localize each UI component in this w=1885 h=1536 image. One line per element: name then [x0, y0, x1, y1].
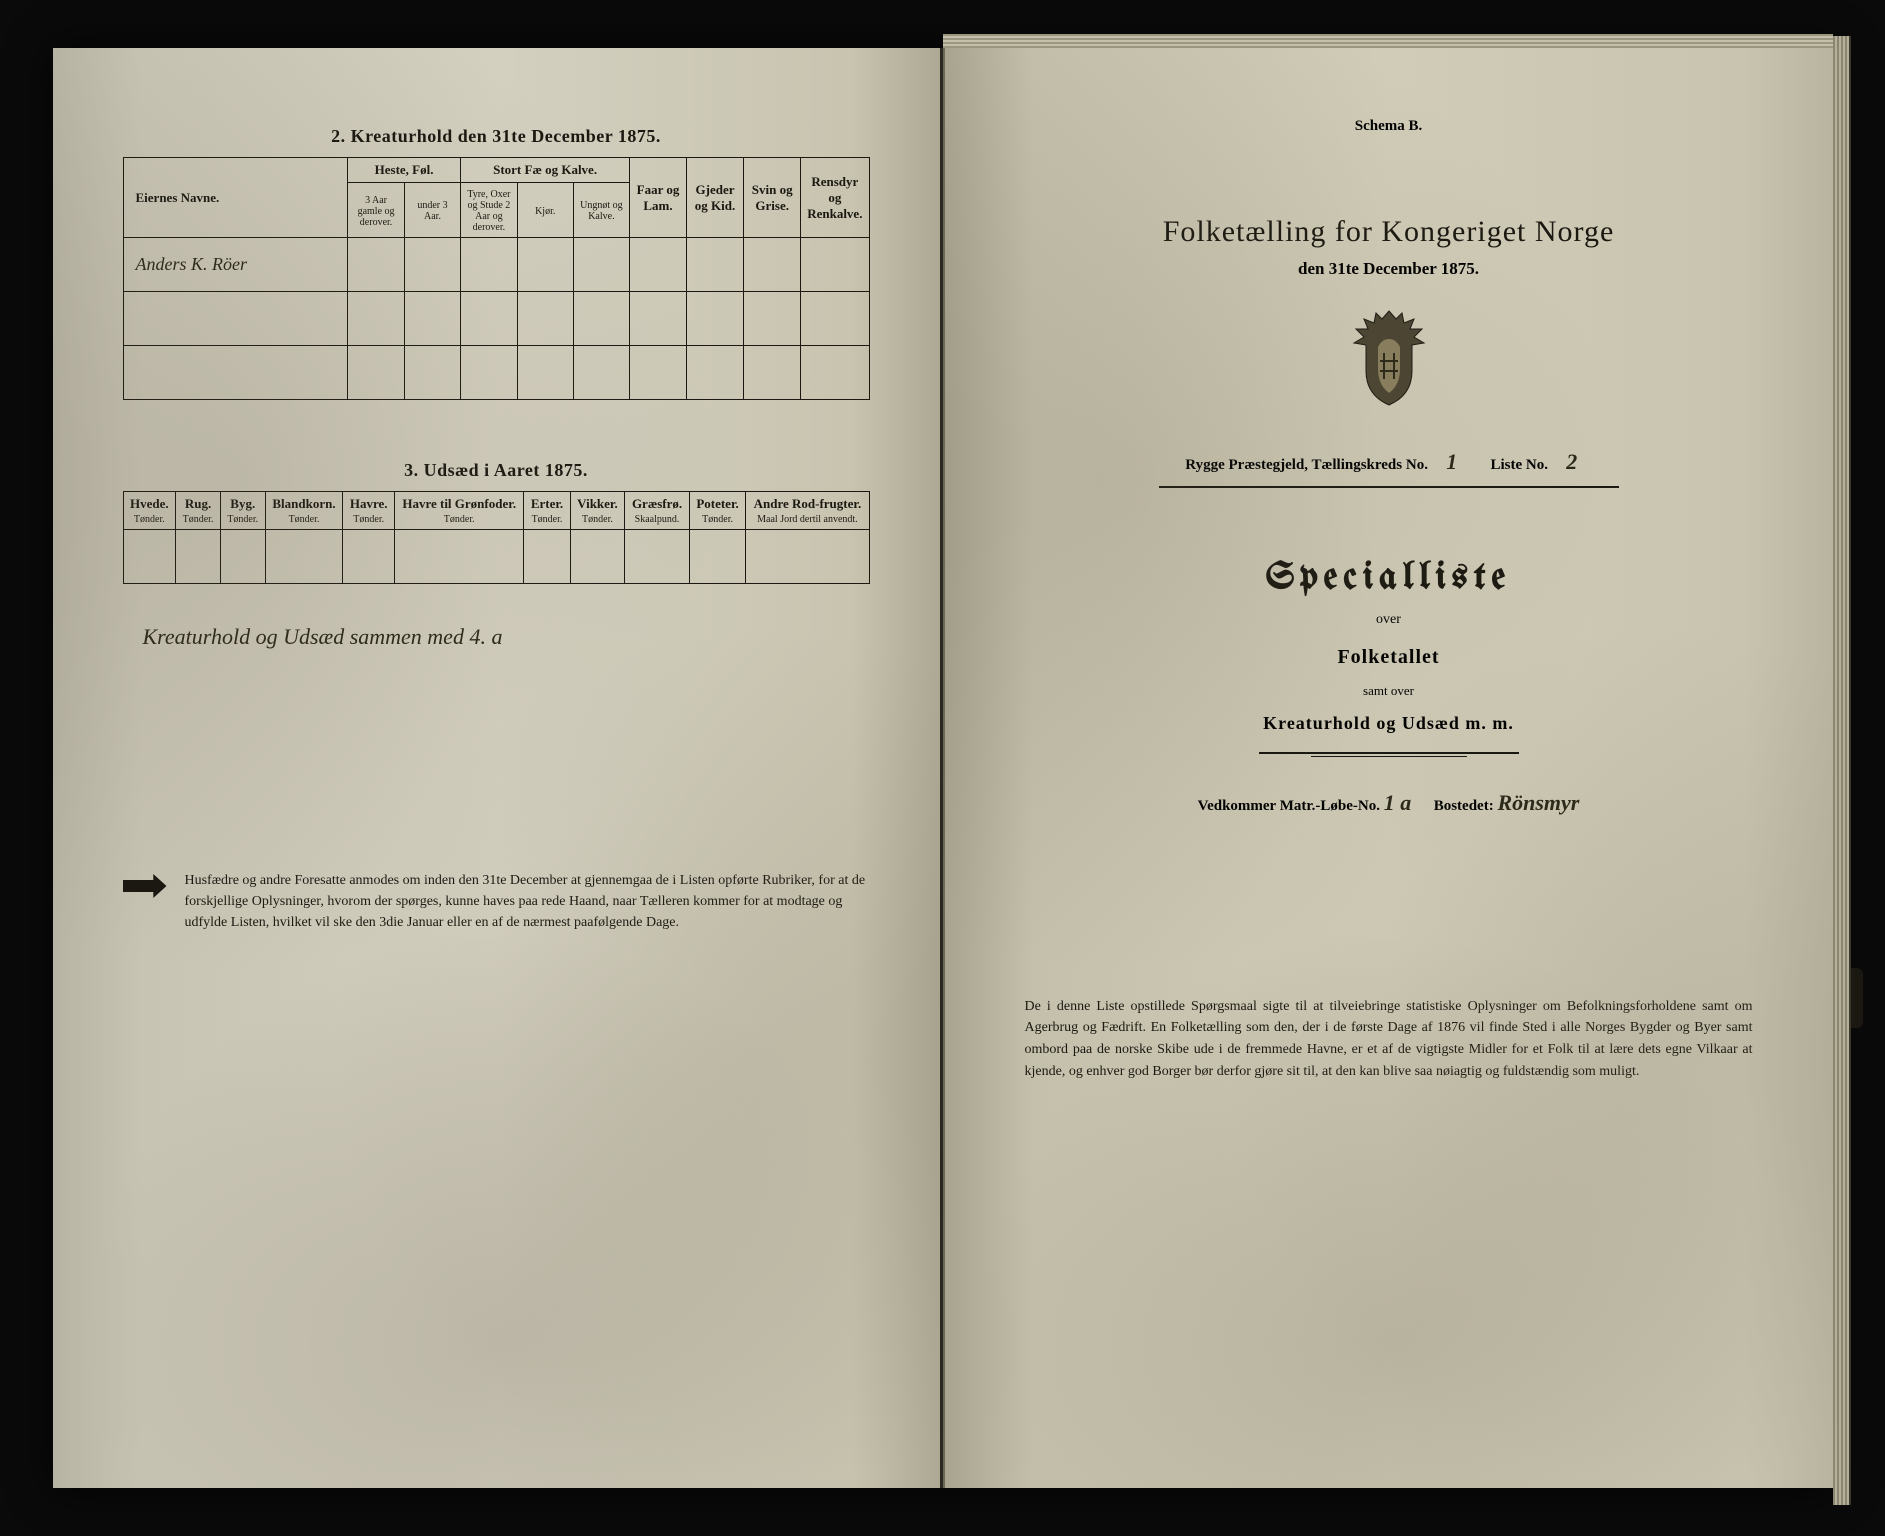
seed-cell [265, 530, 343, 584]
col-ungnot: Ungnøt og Kalve. [573, 183, 630, 238]
col-heste-3aar: 3 Aar gamle og derover. [348, 183, 405, 238]
col-heste: Heste, Føl. [348, 158, 461, 183]
parish-line: Rygge Præstegjeld, Tællingskreds No. 1 L… [1015, 449, 1763, 476]
book-spread: 2. Kreaturhold den 31te December 1875. E… [53, 48, 1833, 1488]
seed-col: Vikker.Tønder. [570, 492, 625, 530]
table-row: Anders K. Röer [123, 238, 869, 292]
seed-col: Hvede.Tønder. [123, 492, 176, 530]
seed-cell [343, 530, 395, 584]
seed-col: Byg.Tønder. [220, 492, 265, 530]
seed-header-row: Hvede.Tønder.Rug.Tønder.Byg.Tønder.Bland… [123, 492, 869, 530]
list-no-label: Liste No. [1490, 457, 1548, 473]
seed-col: Erter.Tønder. [524, 492, 570, 530]
samt-label: samt over [1015, 683, 1763, 699]
folketallet-label: Folketallet [1015, 646, 1763, 669]
seed-col: Havre.Tønder. [343, 492, 395, 530]
kreatur-label: Kreaturhold og Udsæd m. m. [1015, 713, 1763, 734]
seed-cell [176, 530, 221, 584]
col-heste-under3: under 3 Aar. [404, 183, 460, 238]
section2-title: 2. Kreaturhold den 31te December 1875. [123, 126, 870, 147]
seed-col: Poteter.Tønder. [689, 492, 746, 530]
seed-cell [746, 530, 869, 584]
bosted-name: Rönsmyr [1497, 790, 1579, 815]
main-title: Folketælling for Kongeriget Norge [1015, 215, 1763, 249]
col-eier: Eiernes Navne. [123, 158, 348, 238]
section3-title: 3. Udsæd i Aaret 1875. [123, 460, 870, 481]
left-page: 2. Kreaturhold den 31te December 1875. E… [53, 48, 943, 1488]
handwritten-note: Kreaturhold og Udsæd sammen med 4. a [123, 624, 870, 650]
seed-col: Andre Rod-frugter.Maal Jord dertil anven… [746, 492, 869, 530]
page-stack-edge [1833, 36, 1851, 1505]
footnote-block: Husfædre og andre Foresatte anmodes om i… [123, 870, 870, 933]
bottom-paragraph: De i denne Liste opstillede Spørgsmaal s… [1015, 996, 1763, 1083]
footnote-text: Husfædre og andre Foresatte anmodes om i… [185, 870, 870, 933]
col-rensdyr: Rensdyr og Renkalve. [801, 158, 869, 238]
right-page: Schema B. Folketælling for Kongeriget No… [943, 48, 1833, 1488]
col-tyre: Tyre, Oxer og Stude 2 Aar og derover. [460, 183, 517, 238]
seed-cell [524, 530, 570, 584]
ornament-rule [1259, 752, 1519, 754]
seed-col: Rug.Tønder. [176, 492, 221, 530]
seed-cell [689, 530, 746, 584]
page-stack-top [943, 34, 1833, 48]
parish-label: Rygge Præstegjeld, Tællingskreds No. [1185, 457, 1428, 473]
sub-title: den 31te December 1875. [1015, 259, 1763, 279]
table-row [123, 346, 869, 400]
matr-label: Vedkommer Matr.-Løbe-No. [1198, 798, 1380, 814]
schema-label: Schema B. [1015, 118, 1763, 135]
owner-name: Anders K. Röer [123, 238, 348, 292]
list-no: 2 [1552, 449, 1592, 476]
col-kjor: Kjør. [517, 183, 573, 238]
col-storfe: Stort Fæ og Kalve. [460, 158, 629, 183]
seed-cell [220, 530, 265, 584]
col-faar: Faar og Lam. [630, 158, 687, 238]
col-gjeder: Gjeder og Kid. [686, 158, 743, 238]
col-svin: Svin og Grise. [744, 158, 801, 238]
seed-table: Hvede.Tønder.Rug.Tønder.Byg.Tønder.Bland… [123, 491, 870, 584]
seed-cell [395, 530, 524, 584]
bosted-label: Bostedet: [1434, 798, 1494, 814]
seed-cell [570, 530, 625, 584]
table-row [123, 292, 869, 346]
matr-no: 1 a [1384, 790, 1412, 815]
divider [1159, 486, 1619, 488]
specialliste-title: Specialliste [1015, 558, 1763, 598]
coat-of-arms-icon [1344, 309, 1434, 409]
over-label: over [1015, 612, 1763, 628]
livestock-table: Eiernes Navne. Heste, Føl. Stort Fæ og K… [123, 157, 870, 400]
pointer-icon [123, 874, 167, 898]
property-line: Vedkommer Matr.-Løbe-No. 1 a Bostedet: R… [1015, 790, 1763, 816]
seed-col: Havre til Grønfoder.Tønder. [395, 492, 524, 530]
seed-col: Blandkorn.Tønder. [265, 492, 343, 530]
seed-cell [625, 530, 689, 584]
seed-col: Græsfrø.Skaalpund. [625, 492, 689, 530]
seed-data-row [123, 530, 869, 584]
seed-cell [123, 530, 176, 584]
census-district-no: 1 [1432, 449, 1472, 476]
